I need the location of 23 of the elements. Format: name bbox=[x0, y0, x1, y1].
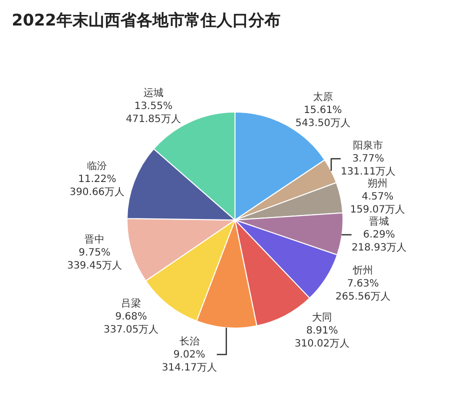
slice-label: 朔州 bbox=[368, 178, 388, 190]
data-label: 4.57% 159.07万人 bbox=[350, 192, 406, 216]
data-label: 15.61% 543.50万人 bbox=[295, 104, 350, 129]
slice-label: 晋城 bbox=[369, 216, 390, 228]
data-label: 9.02% 314.17万人 bbox=[162, 349, 217, 374]
slice-label: 运城 bbox=[143, 86, 164, 99]
data-label: 9.68% 337.05万人 bbox=[104, 311, 159, 336]
slice-label: 忻州 bbox=[352, 264, 374, 277]
chart-title: 2022年末山西省各地市常住人口分布 bbox=[12, 10, 280, 30]
slice-label: 长治 bbox=[179, 335, 200, 348]
data-label: 13.55% 471.85万人 bbox=[126, 100, 181, 125]
data-label: 9.75% 339.45万人 bbox=[67, 248, 122, 272]
data-label: 11.22% 390.66万人 bbox=[70, 174, 125, 198]
data-label: 8.91% 310.02万人 bbox=[294, 326, 350, 350]
slice-label: 临汾 bbox=[87, 160, 108, 172]
data-label: 6.29% 218.93万人 bbox=[352, 230, 407, 254]
slice-label: 吕梁 bbox=[121, 297, 142, 310]
slice-label: 太原 bbox=[312, 90, 333, 103]
data-label: 7.63% 265.56万人 bbox=[336, 278, 391, 303]
data-label: 3.77% 131.11万人 bbox=[340, 154, 396, 178]
slice-label: 阳泉市 bbox=[353, 140, 384, 152]
slice-label: 晋中 bbox=[84, 234, 105, 246]
slice-label: 大同 bbox=[312, 312, 332, 324]
